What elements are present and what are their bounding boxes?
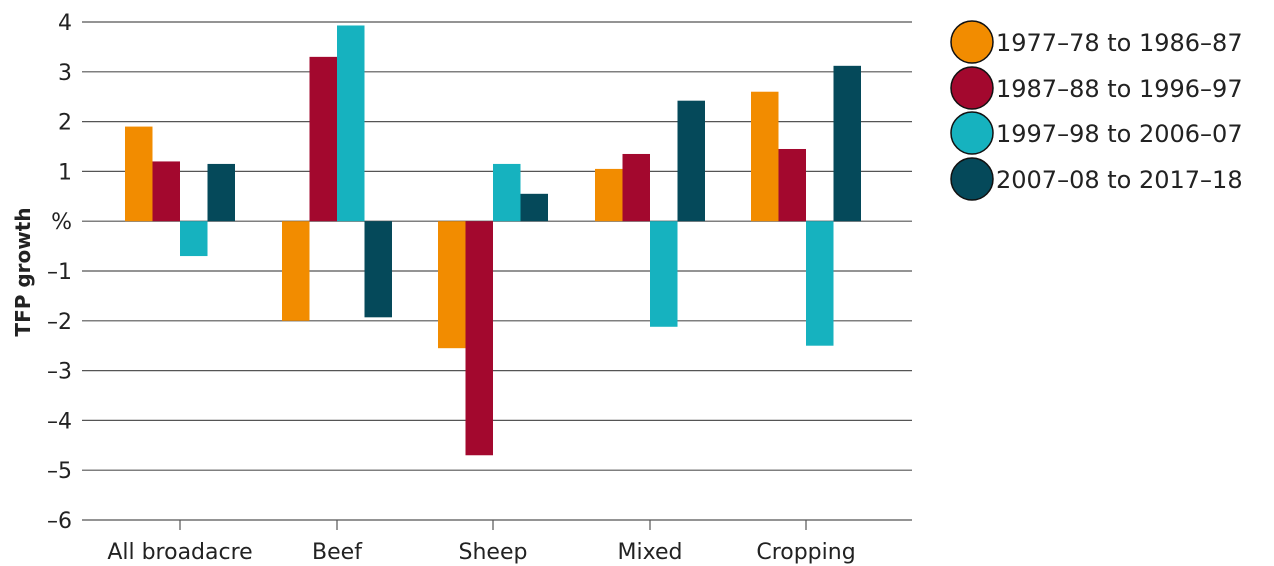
y-tick-label: 1	[58, 160, 72, 185]
bar	[677, 100, 705, 222]
category-label: Mixed	[618, 540, 683, 565]
legend-swatch	[950, 66, 994, 110]
category-label: Beef	[312, 540, 363, 565]
bar	[751, 91, 779, 222]
bars	[125, 25, 861, 456]
bar	[465, 221, 493, 456]
category-label: All broadacre	[107, 540, 252, 565]
y-tick-label: –6	[47, 509, 72, 534]
bar	[309, 56, 337, 222]
bar	[493, 163, 521, 222]
bar	[833, 65, 861, 222]
grid-lines	[82, 21, 912, 521]
y-tick-label: 3	[58, 61, 72, 86]
legend-swatch	[950, 111, 994, 155]
legend-label: 1987–88 to 1996–97	[996, 75, 1243, 103]
y-tick-label: –4	[47, 409, 72, 434]
bar	[125, 126, 153, 222]
category-labels: All broadacre Beef Sheep Mixed Cropping	[107, 540, 855, 565]
y-tick-label: –5	[47, 459, 72, 484]
y-tick-label: %	[51, 210, 72, 235]
category-label: Sheep	[459, 540, 528, 565]
bar	[806, 221, 834, 346]
bar	[438, 221, 466, 349]
bar	[650, 221, 678, 327]
bar	[152, 161, 180, 222]
y-axis-label: TFP growth	[11, 207, 35, 336]
x-tick-marks	[179, 520, 807, 530]
legend: 1977–78 to 1986–87 1987–88 to 1996–97 1997…	[950, 20, 1243, 201]
bar	[282, 221, 310, 321]
bar	[520, 193, 548, 222]
bar	[595, 168, 623, 222]
category-label: Cropping	[756, 540, 855, 565]
legend-swatch	[950, 157, 994, 201]
bar	[364, 221, 392, 318]
bar	[778, 148, 806, 222]
legend-label: 2007–08 to 2017–18	[996, 166, 1243, 194]
y-tick-label: –2	[47, 310, 72, 335]
y-tick-label: –1	[47, 260, 72, 285]
y-tick-label: 4	[58, 11, 72, 36]
bar	[180, 221, 208, 257]
bar	[337, 25, 365, 222]
legend-label: 1997–98 to 2006–07	[996, 120, 1243, 148]
bar	[622, 153, 650, 222]
y-tick-label: –3	[47, 360, 72, 385]
legend-swatch	[950, 20, 994, 64]
y-tick-label: 2	[58, 111, 72, 136]
legend-label: 1977–78 to 1986–87	[996, 29, 1243, 57]
y-tick-labels: 4 3 2 1% –1 –2 –3 –4 –5 –6	[47, 11, 72, 534]
bar	[207, 163, 235, 222]
